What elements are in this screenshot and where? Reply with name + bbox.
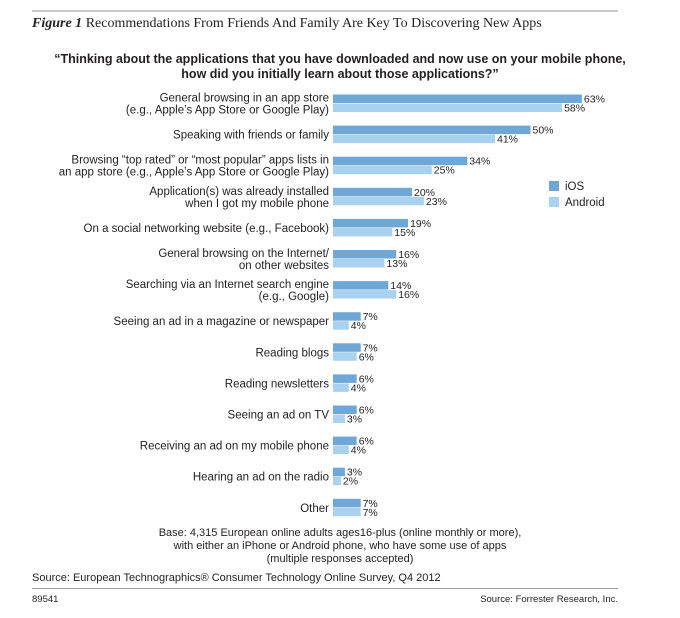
ios-bar [333, 467, 345, 477]
legend-swatch-ios [549, 181, 559, 191]
android-value-label: 58% [564, 103, 585, 115]
ios-value-label: 14% [390, 280, 411, 292]
android-bar [333, 165, 432, 175]
android-value-label: 2% [343, 476, 358, 488]
category-label: Hearing an ad on the radio [193, 472, 329, 484]
top-rule [32, 10, 618, 12]
android-value-label: 41% [497, 134, 518, 146]
bottom-rule [32, 588, 618, 589]
ios-bar [333, 343, 361, 352]
android-value-label: 3% [347, 414, 362, 426]
ios-bar [333, 156, 468, 166]
category-label: General browsing on the Internet/on othe… [158, 248, 329, 272]
android-bar [333, 103, 563, 112]
survey-source: Source: European Technographics® Consume… [32, 572, 441, 584]
android-bar [333, 352, 357, 361]
ios-value-label: 16% [398, 249, 419, 261]
ios-value-label: 20% [414, 187, 435, 199]
ios-bar [333, 94, 582, 103]
base-note-line-2: with either an iPhone or Android phone, … [173, 540, 507, 552]
category-label: General browsing in an app store (e.g., A… [126, 93, 329, 117]
ios-bar [333, 187, 412, 197]
android-bar [333, 290, 397, 299]
android-bar [333, 227, 393, 237]
category-label: Seeing an ad on TV [228, 410, 330, 422]
survey-question-line-2: how did you initially learn about those … [181, 67, 499, 81]
ios-value-label: 63% [584, 94, 605, 106]
android-value-label: 6% [359, 351, 374, 363]
ios-value-label: 7% [363, 342, 378, 354]
ios-bar [333, 498, 361, 508]
category-label: Receiving an ad on my mobile phone [140, 441, 329, 453]
android-bar [333, 445, 349, 455]
figure-title-text: Recommendations From Friends And Family … [85, 16, 542, 31]
category-label: Browsing “top rated” or “most popular” a… [59, 155, 329, 179]
android-bar [333, 507, 361, 517]
ios-value-label: 3% [347, 467, 362, 479]
android-bar [333, 196, 424, 206]
android-bar [333, 134, 495, 144]
survey-question-line-1: “Thinking about the applications that yo… [54, 52, 626, 66]
category-label: Searching via an Internet search engine(… [126, 279, 329, 303]
android-value-label: 4% [351, 320, 366, 332]
android-value-label: 13% [386, 258, 407, 270]
category-label: Application(s) was already installed when… [149, 186, 329, 210]
android-bar [333, 414, 345, 423]
ios-bar [333, 374, 357, 383]
android-value-label: 15% [394, 227, 415, 239]
android-value-label: 4% [351, 445, 366, 457]
ios-bar [333, 218, 408, 228]
android-bar [333, 476, 341, 486]
android-bar [333, 259, 385, 268]
android-bar [333, 321, 349, 330]
android-bar [333, 383, 349, 392]
legend-label-ios: iOS [565, 181, 585, 193]
base-note-line-3: (multiple responses accepted) [266, 553, 414, 565]
ios-value-label: 6% [359, 373, 374, 385]
ios-bar [333, 281, 389, 290]
base-note-line-1: Base: 4,315 European online adults ages1… [158, 527, 522, 539]
ios-value-label: 7% [363, 498, 378, 510]
ios-value-label: 19% [410, 218, 431, 230]
ios-bar [333, 436, 357, 446]
footer-id: 89541 [32, 594, 59, 605]
ios-value-label: 7% [363, 311, 378, 323]
ios-value-label: 34% [469, 156, 490, 168]
category-label: Seeing an ad in a magazine or newspaper [114, 316, 330, 328]
category-label: Other [300, 503, 329, 515]
android-value-label: 4% [351, 382, 366, 394]
ios-bar [333, 312, 361, 321]
ios-value-label: 50% [533, 125, 554, 137]
legend-swatch-android [549, 197, 559, 207]
category-label: Reading blogs [255, 347, 329, 359]
android-value-label: 25% [434, 165, 455, 177]
android-value-label: 7% [363, 507, 378, 519]
ios-bar [333, 250, 397, 259]
ios-bar [333, 405, 357, 414]
legend-label-android: Android [565, 197, 605, 209]
category-label: On a social networking website (e.g., Fa… [84, 223, 330, 235]
figure-label: Figure 1 [32, 16, 83, 31]
android-value-label: 23% [426, 196, 447, 208]
figure-title: Figure 1 Recommendations From Friends An… [32, 16, 632, 32]
ios-value-label: 6% [359, 436, 374, 448]
ios-value-label: 6% [359, 405, 374, 417]
android-value-label: 16% [398, 289, 419, 301]
category-label: Reading newsletters [225, 378, 329, 390]
footer-source: Source: Forrester Research, Inc. [480, 594, 618, 605]
ios-bar [333, 125, 531, 135]
category-label: Speaking with friends or family [173, 130, 329, 142]
